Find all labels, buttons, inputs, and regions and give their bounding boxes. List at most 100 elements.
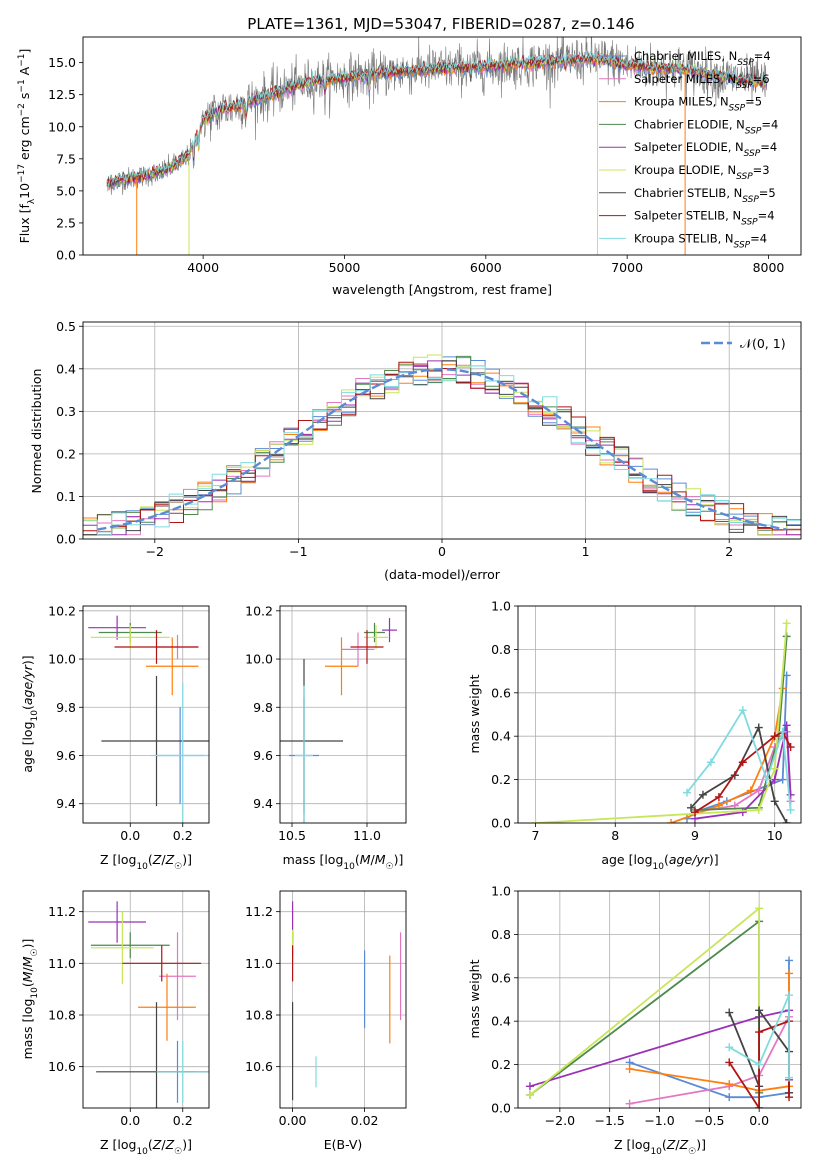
data-point-marker	[725, 1008, 734, 1017]
x-axis-label: Z [log10(Z/Z☉)]	[100, 1137, 192, 1157]
y-tick-label: 9.4	[56, 796, 76, 811]
x-tick-label: 0	[438, 544, 446, 559]
legend-label-chabrier-miles: Chabrier MILES, NSSP=4	[634, 49, 771, 68]
data-point-marker	[725, 1093, 734, 1102]
x-tick-label: 7000	[611, 260, 643, 275]
data-point-marker	[778, 775, 787, 784]
plot-area	[525, 904, 794, 1108]
data-point-marker	[762, 775, 771, 784]
y-tick-label: 10.6	[48, 1059, 76, 1074]
x-axis-label: mass [log10(M/M☉)]	[283, 852, 404, 872]
data-point-marker	[782, 619, 791, 628]
x-tick-label: 0.0	[749, 1113, 769, 1128]
y-tick-label: 10.0	[48, 119, 76, 134]
y-tick-label: 0.6	[491, 685, 511, 700]
x-tick-label: 8000	[753, 260, 785, 275]
data-point-marker	[725, 1058, 734, 1067]
x-tick-label: 0.0	[120, 1113, 140, 1128]
y-axis-label: Normed distribution	[29, 369, 44, 494]
plot-area	[280, 618, 397, 823]
x-tick-label: 11.0	[353, 828, 381, 843]
x-tick-label: 0.0	[120, 828, 140, 843]
x-tick-label: 7	[532, 828, 540, 843]
x-tick-label: 8	[611, 828, 619, 843]
y-tick-label: 0.4	[56, 361, 76, 376]
series-line	[686, 708, 792, 811]
data-point-marker	[778, 727, 787, 736]
y-tick-label: 9.4	[253, 796, 273, 811]
y-tick-label: 0.6	[491, 970, 511, 985]
y-tick-label: 9.6	[253, 748, 273, 763]
y-tick-label: 10.8	[48, 1008, 76, 1023]
data-point-marker	[785, 969, 794, 978]
weight-vs-age-panel: 7 8 9 10 0.0 0.2 0.4 0.6 0.8 1.0 age [log10(age/yr…	[467, 599, 802, 872]
x-tick-label: 10.5	[278, 828, 306, 843]
x-tick-label: −1	[289, 544, 307, 559]
errorbar-kroupa-stelib	[295, 685, 313, 823]
y-tick-label: 0.0	[56, 532, 76, 547]
legend-label-kroupa-elodie: Kroupa ELODIE, NSSP=3	[634, 163, 770, 182]
y-tick-label: 0.2	[491, 1057, 511, 1072]
y-tick-label: 0.4	[491, 729, 511, 744]
y-tick-label: 10.8	[245, 1008, 273, 1023]
y-tick-label: 1.0	[491, 884, 511, 899]
y-tick-label: 9.6	[56, 748, 76, 763]
legend-label-salpeter-stelib: Salpeter STELIB, NSSP=4	[634, 209, 775, 228]
x-tick-label: 2	[725, 544, 733, 559]
x-tick-label: 0.00	[279, 1113, 307, 1128]
data-point-marker	[755, 904, 764, 913]
model-spectrum-kroupa-stelib	[106, 50, 768, 187]
legend-label-chabrier-elodie: Chabrier ELODIE, NSSP=4	[634, 117, 778, 136]
data-point-marker	[782, 819, 791, 823]
y-tick-label: 9.8	[56, 700, 76, 715]
y-tick-label: 0.8	[491, 642, 511, 657]
data-point-marker	[770, 732, 779, 741]
y-axis-label: mass weight	[467, 674, 482, 753]
series-line	[728, 994, 790, 1078]
y-tick-label: 0.0	[491, 816, 511, 831]
y-tick-label: 7.5	[56, 151, 76, 166]
errorbar-chabrier-stelib	[101, 675, 209, 807]
data-point-marker	[754, 805, 763, 814]
series-line	[535, 623, 788, 823]
data-point-marker	[714, 792, 723, 801]
weight-vs-metallicity-panel: −2.0 −1.5 −1.0 −0.5 0.0 0.0 0.2 0.4 0.6 0.8 1.0 Z […	[467, 884, 802, 1157]
weight-series-kroupa-elodie	[531, 619, 791, 823]
y-tick-label: 15.0	[48, 55, 76, 70]
x-axis-label: Z [log10(Z/Z☉)]	[614, 1137, 706, 1157]
errorbar-salpeter-stelib	[122, 945, 202, 982]
y-tick-label: 0.2	[56, 446, 76, 461]
legend-label-salpeter-elodie: Salpeter ELODIE, NSSP=4	[634, 140, 777, 159]
y-tick-label: 5.0	[56, 183, 76, 198]
weight-series-salpeter-elodie	[690, 721, 795, 823]
series-line	[629, 1016, 790, 1105]
data-point-marker	[706, 758, 715, 767]
x-tick-label: 0.02	[351, 1113, 379, 1128]
x-tick-label: 6000	[470, 260, 502, 275]
data-point-marker	[746, 786, 755, 795]
data-point-marker	[786, 805, 795, 814]
data-point-marker	[755, 1060, 764, 1069]
legend-label-chabrier-stelib: Chabrier STELIB, NSSP=5	[634, 186, 776, 205]
errorbar-salpeter-miles	[341, 632, 375, 667]
data-point-marker	[785, 1093, 794, 1102]
y-tick-label: 10.2	[48, 603, 76, 618]
y-tick-label: 11.2	[48, 904, 76, 919]
data-point-marker	[525, 1082, 534, 1091]
errorbar-kroupa-stelib	[151, 683, 209, 823]
plot-area	[531, 619, 795, 823]
x-axis-label: E(B-V)	[324, 1137, 363, 1152]
data-point-marker	[785, 956, 794, 965]
data-point-marker	[754, 786, 763, 795]
spectrum-panel: 4000 5000 6000 7000 8000 0.0 2.5 5.0 7.5 10.0 12.5…	[17, 36, 802, 297]
y-tick-label: 0.1	[56, 489, 76, 504]
data-point-marker	[690, 808, 699, 817]
histogram-kroupa-stelib	[83, 365, 801, 536]
data-point-marker	[683, 788, 692, 797]
series-line	[690, 724, 788, 823]
weight-series-chabrier-stelib	[686, 723, 791, 823]
errorbar-salpeter-elodie	[382, 618, 397, 643]
legend-label-kroupa-miles: Kroupa MILES, NSSP=5	[634, 95, 762, 114]
y-tick-label: 10.2	[245, 603, 273, 618]
